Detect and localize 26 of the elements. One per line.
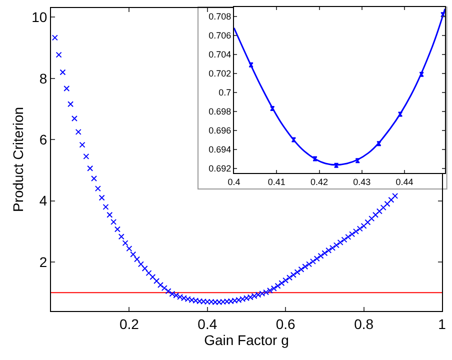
x-tick-label: 0.8 [354,316,374,332]
y-tick-label: 6 [39,132,48,148]
x-tick-label: 0.4 [228,176,240,187]
y-tick-label: 0.698 [208,106,232,116]
y-axis-title: Product Criterion [10,106,26,212]
x-tick-label: 0.41 [268,176,286,187]
y-tick-label: 0.706 [208,30,232,41]
y-tick-label: 0.702 [208,68,232,79]
x-tick-label: 0.2 [119,316,140,332]
y-tick-label: 0.696 [208,125,232,136]
x-tick-label: 0.4 [198,316,218,332]
x-tick-label: 0.42 [310,176,328,187]
y-tick-label: 0.7 [218,88,232,98]
y-tick-label: 10 [32,9,48,26]
y-tick-label: 0.694 [208,144,232,154]
y-tick-label: 0.692 [208,163,232,174]
x-axis-title: Gain Factor g [204,332,289,348]
x-tick-label: 0.6 [276,316,296,332]
y-tick-label: 4 [39,192,48,209]
y-tick-label: 0.704 [208,50,232,60]
x-tick-label: 0.44 [396,176,414,187]
x-tick-label: 0.43 [353,176,371,187]
y-tick-label: 8 [39,70,48,86]
y-tick-label: 2 [39,254,48,270]
x-tick-label: 1 [438,316,446,332]
y-tick-label: 0.708 [208,12,232,22]
